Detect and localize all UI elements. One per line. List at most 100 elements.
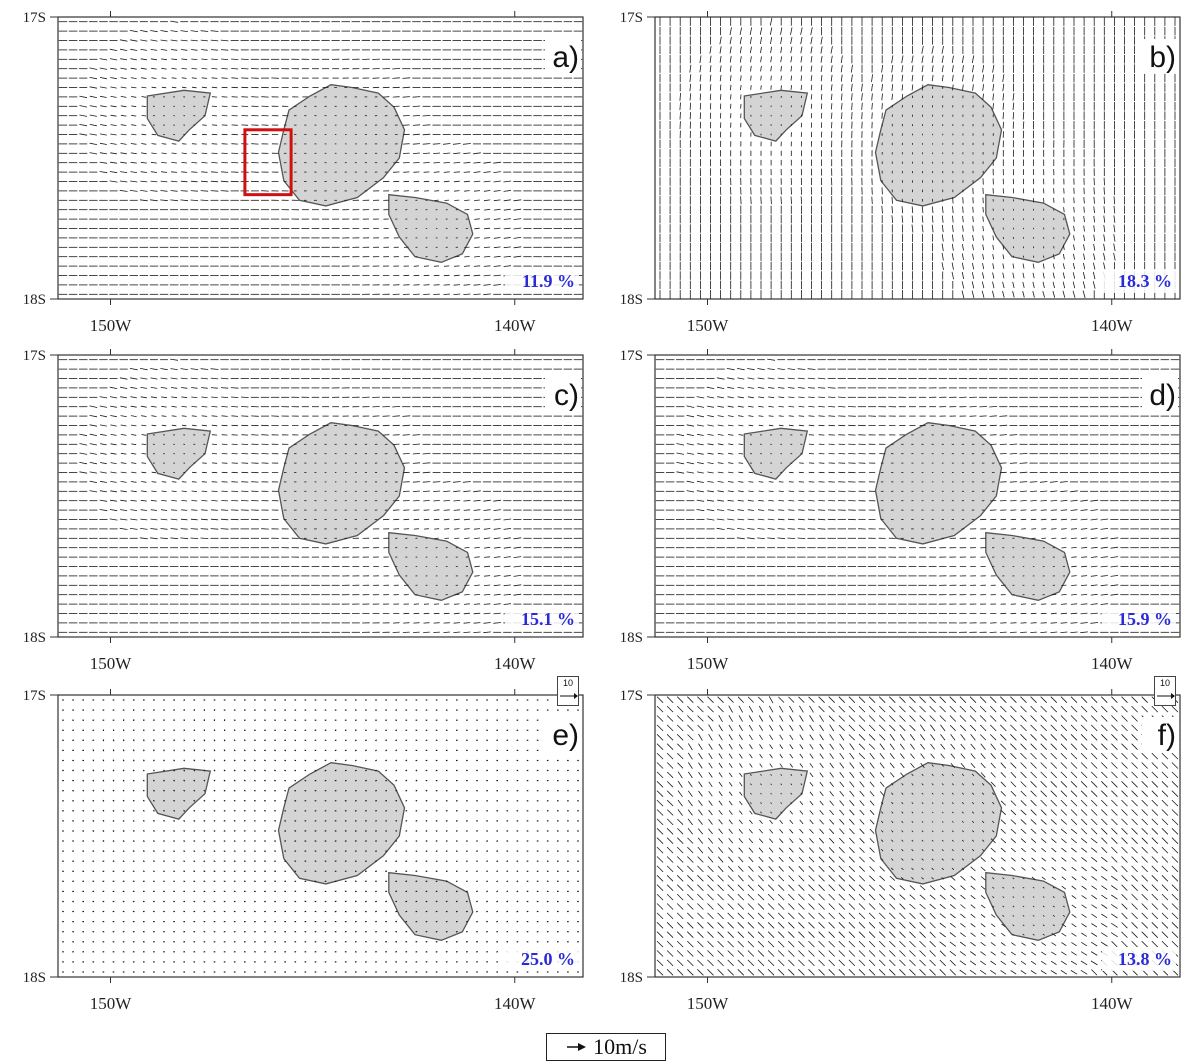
wind-arrow — [453, 171, 460, 173]
wind-arrow — [210, 39, 219, 42]
wind-arrow — [181, 509, 188, 511]
wind-arrow — [462, 481, 471, 483]
wind-arrow — [841, 93, 843, 101]
wind-arrow — [160, 171, 168, 173]
wind-arrow — [150, 387, 158, 389]
panel-letter-backdrop — [545, 39, 581, 73]
wind-arrow — [200, 518, 208, 521]
wind-arrow — [1103, 187, 1105, 195]
wind-arrow — [141, 443, 147, 445]
wind-arrow — [1113, 224, 1116, 233]
wind-arrow — [797, 377, 805, 380]
wind-arrow — [170, 30, 178, 32]
wind-arrow — [151, 405, 157, 408]
wind-panel-a: 150W 140W 17S 18S a) 11.9 % — [0, 0, 590, 341]
wind-arrow — [817, 377, 826, 380]
wind-arrow — [474, 209, 480, 211]
wind-arrow — [961, 290, 965, 299]
wind-arrow — [181, 171, 188, 173]
wind-arrow — [79, 433, 88, 437]
wind-arrow — [110, 434, 117, 436]
wind-arrow — [171, 143, 177, 145]
wind-arrow — [180, 387, 188, 389]
wind-arrow — [120, 96, 127, 98]
wind-arrow — [161, 405, 167, 408]
wind-arrow — [760, 56, 762, 63]
wind-arrow — [423, 152, 430, 154]
wind-arrow — [483, 246, 491, 248]
wind-arrow — [443, 162, 450, 164]
wind-arrow — [1082, 272, 1086, 279]
wind-arrow — [861, 83, 863, 92]
wind-arrow — [201, 500, 208, 502]
wind-arrow — [191, 77, 197, 79]
wind-arrow — [1113, 234, 1116, 242]
wind-arrow — [820, 103, 823, 110]
wind-arrow — [750, 75, 752, 81]
wind-arrow — [1052, 281, 1055, 289]
wind-arrow — [453, 274, 460, 277]
wind-arrow — [689, 102, 691, 110]
wind-arrow — [201, 49, 208, 51]
wind-arrow — [483, 284, 491, 286]
wind-arrow — [89, 133, 97, 136]
wind-arrow — [757, 377, 765, 380]
wind-arrow — [982, 235, 984, 241]
wind-arrow — [130, 415, 137, 417]
wind-arrow — [1103, 262, 1106, 270]
wind-arrow — [161, 67, 167, 70]
wind-arrow — [911, 84, 914, 91]
wind-arrow — [422, 462, 431, 464]
island-1 — [743, 89, 809, 142]
wind-arrow — [931, 74, 934, 82]
wind-arrow — [881, 93, 883, 101]
wind-arrow — [780, 65, 782, 72]
wind-arrow — [422, 481, 431, 483]
wind-arrow — [171, 481, 177, 483]
wind-arrow — [503, 556, 511, 558]
wind-arrow — [808, 396, 815, 398]
wind-arrow — [729, 46, 732, 54]
wind-vectors — [58, 20, 583, 296]
wind-arrow — [120, 509, 128, 511]
wind-arrow — [120, 152, 127, 155]
wind-arrow — [453, 152, 461, 155]
wind-arrow — [150, 161, 157, 164]
island-1 — [743, 427, 809, 480]
wind-arrow — [493, 227, 501, 230]
wind-arrow — [982, 263, 985, 270]
wind-arrow — [709, 103, 712, 110]
wind-arrow — [851, 112, 853, 120]
wind-arrow — [89, 86, 98, 89]
wind-arrow — [141, 105, 147, 107]
wind-arrow — [109, 180, 118, 183]
wind-arrow — [739, 46, 742, 54]
wind-arrow — [89, 452, 97, 455]
wind-arrow — [962, 225, 964, 232]
wind-arrow — [443, 509, 450, 511]
wind-arrow — [493, 546, 501, 549]
wind-arrow — [881, 205, 883, 214]
wind-arrow — [130, 48, 138, 51]
percent-backdrop — [1102, 269, 1176, 293]
wind-arrow — [140, 387, 148, 389]
wind-arrow — [807, 377, 816, 380]
wind-arrow — [211, 406, 218, 408]
wind-arrow — [433, 162, 440, 164]
wind-arrow — [961, 262, 964, 270]
wind-arrow — [151, 133, 157, 136]
wind-arrow — [717, 396, 725, 399]
wind-arrow — [191, 162, 198, 164]
wind-arrow — [483, 499, 491, 502]
wind-arrow — [493, 208, 501, 211]
wind-arrow — [120, 105, 127, 108]
percent-backdrop — [505, 607, 579, 631]
wind-arrow — [120, 434, 127, 436]
wind-arrow — [211, 162, 218, 164]
wind-arrow — [800, 75, 803, 81]
wind-arrow — [151, 424, 157, 427]
wind-arrow — [820, 46, 823, 54]
wind-arrow — [689, 93, 692, 101]
wind-arrow — [871, 74, 873, 82]
